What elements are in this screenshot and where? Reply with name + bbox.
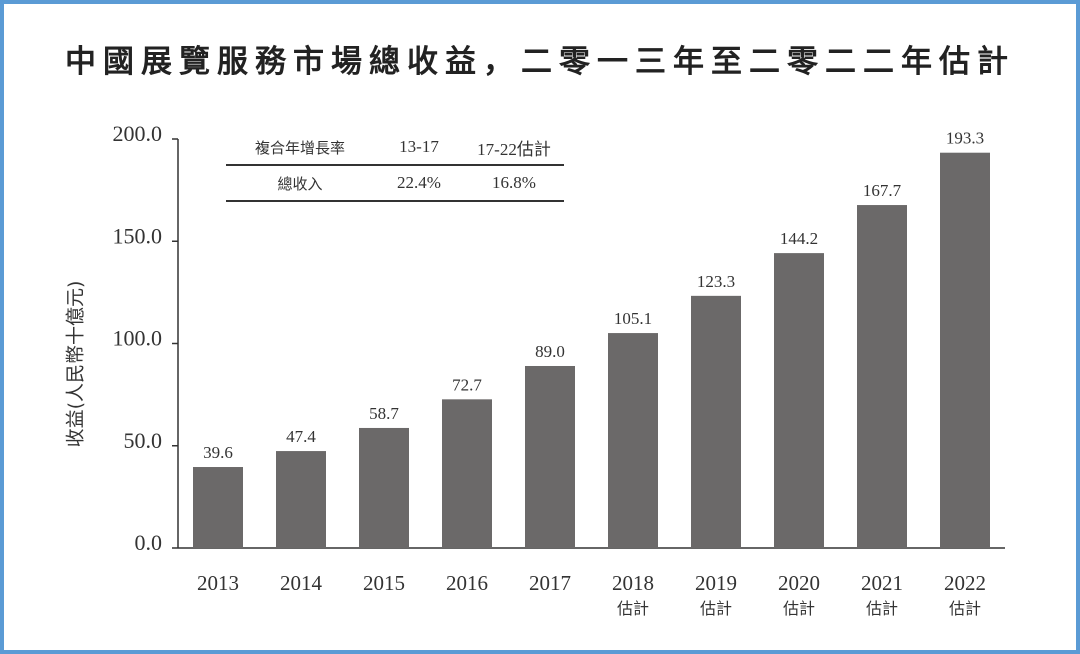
cagr-header: 13-17 [399,137,439,156]
x-tick-sublabel: 估計 [700,599,732,618]
x-tick-label: 2016 [446,571,488,595]
bar-2015 [359,427,409,548]
cagr-cell: 16.8% [492,173,536,192]
chart-title: 中國展覽服務市場總收益，二零一三年至二零二二年估計 [65,44,1015,80]
x-tick-sublabel: 估計 [617,599,649,618]
cagr-header: 複合年增長率 [254,138,345,157]
data-label: 167.7 [863,181,902,200]
y-tick-label: 150.0 [113,223,163,248]
x-tick-label: 2015 [363,571,405,595]
bar-2014 [276,451,326,548]
bar-2018 [608,333,658,548]
cagr-header: 17-22估計 [477,139,551,159]
data-label: 89.0 [535,342,565,361]
data-label: 105.1 [614,309,652,328]
x-tick-label: 2020 [778,571,820,595]
bar-2013 [193,467,243,548]
x-tick-label: 2013 [197,571,239,595]
x-tick-label: 2022 [944,571,986,595]
bar-2019 [691,295,741,548]
y-tick-label: 200.0 [113,121,163,146]
bar-2020 [774,253,824,548]
bar-2021 [857,205,907,548]
cagr-row: 總收入 22.4% 16.8% [226,166,564,202]
x-tick-label: 2018 [612,571,654,595]
data-label: 39.6 [203,443,233,462]
x-tick-label: 2019 [695,571,737,595]
y-tick-label: 0.0 [135,530,163,555]
cagr-header-row: 複合年增長率 13-17 17-22估計 [226,130,564,166]
data-label: 58.7 [369,404,399,423]
y-tick-label: 50.0 [124,428,163,453]
x-tick-label: 2014 [280,571,323,595]
data-label: 47.4 [286,427,316,446]
bar-2016 [442,399,492,548]
x-tick-label: 2021 [861,571,903,595]
bar-2022 [940,152,990,548]
cagr-cell: 22.4% [397,173,441,192]
cagr-cell: 總收入 [277,174,323,193]
data-label: 72.7 [452,375,482,394]
cagr-table: 複合年增長率 13-17 17-22估計 總收入 22.4% 16.8% [226,130,564,202]
bar-2017 [525,365,575,548]
y-tick-label: 100.0 [113,326,163,351]
x-tick-sublabel: 估計 [866,599,898,618]
x-tick-sublabel: 估計 [949,599,981,618]
x-tick-sublabel: 估計 [783,599,815,618]
x-tick-label: 2017 [529,571,571,595]
data-label: 193.3 [946,129,984,148]
data-label: 123.3 [697,272,735,291]
data-label: 144.2 [780,229,818,248]
